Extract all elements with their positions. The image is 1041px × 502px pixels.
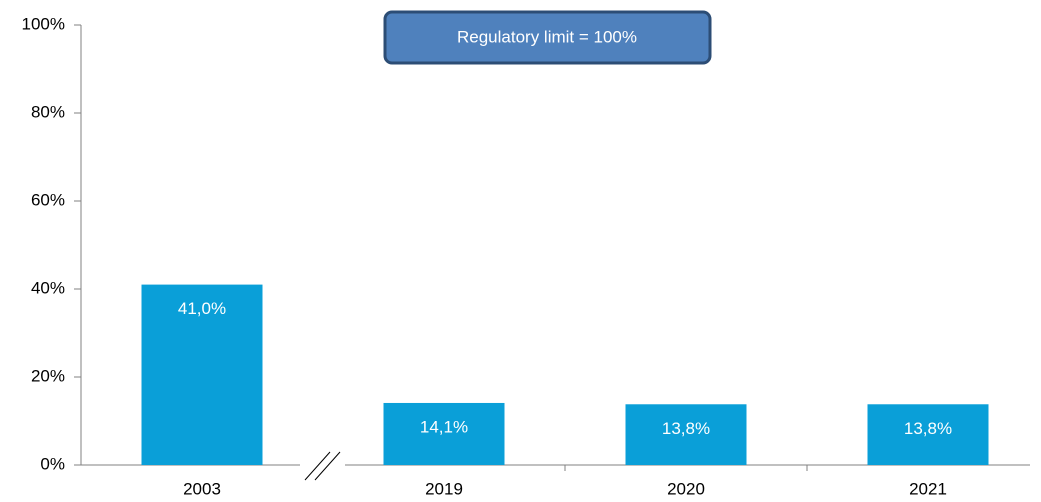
x-tick-label: 2003 [183, 479, 221, 498]
bar [383, 402, 505, 465]
y-tick-label: 40% [31, 278, 65, 297]
value-label: 13,8% [662, 419, 710, 438]
value-label: 41,0% [178, 299, 226, 318]
x-tick-label: 2019 [425, 479, 463, 498]
y-tick-label: 80% [31, 102, 65, 121]
break-line [304, 451, 331, 481]
bar [867, 404, 989, 465]
y-tick-label: 100% [22, 14, 65, 33]
break-gap [300, 455, 345, 477]
annotation-box [383, 10, 712, 65]
break-line [314, 451, 341, 481]
y-tick-label: 20% [31, 366, 65, 385]
axis-break [300, 451, 345, 481]
bar [141, 284, 263, 465]
x-tick-label: 2021 [909, 479, 947, 498]
y-tick-label: 60% [31, 190, 65, 209]
y-tick-label: 0% [40, 454, 65, 473]
annotation: Regulatory limit = 100% [457, 27, 637, 46]
x-tick-label: 2020 [667, 479, 705, 498]
value-label: 13,8% [904, 419, 952, 438]
bar [625, 404, 747, 465]
value-label: 14,1% [420, 417, 468, 436]
